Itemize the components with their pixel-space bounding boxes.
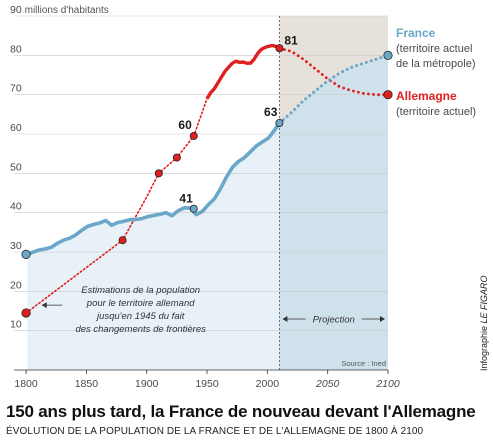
allemagne-marker <box>189 131 198 140</box>
legend-france-subtitle: de la métropole) <box>396 58 476 70</box>
y-tick-label: 20 <box>10 279 22 291</box>
france-marker <box>275 118 284 127</box>
france-marker <box>21 249 31 259</box>
allemagne-marker <box>275 44 284 53</box>
france-marker <box>383 50 393 60</box>
y-tick-label: 40 <box>10 201 22 213</box>
value-label: 41 <box>179 192 193 206</box>
x-tick-label: 1900 <box>135 378 159 390</box>
value-label: 63 <box>264 105 278 119</box>
france-line <box>26 121 281 257</box>
allemagne-marker <box>21 308 31 318</box>
france-projection-line <box>277 53 390 125</box>
x-tick-label: 1850 <box>75 378 99 390</box>
credit-name: LE FIGARO <box>479 275 489 323</box>
x-tick-label: 1800 <box>14 378 38 390</box>
allemagne-line <box>205 43 281 100</box>
legend-allemagne-title: Allemagne <box>396 89 457 103</box>
x-tick-label: 2100 <box>375 378 400 390</box>
allemagne-marker <box>172 153 181 162</box>
allemagne-projection-line <box>277 46 390 97</box>
chart-subtitle: ÉVOLUTION DE LA POPULATION DE LA FRANCE … <box>6 426 424 437</box>
estimation-note-line: des changements de frontières <box>75 324 206 335</box>
value-label: 60 <box>178 118 192 132</box>
estimation-note-line: jusqu'en 1945 du fait <box>95 311 185 322</box>
chart-title: 150 ans plus tard, la France de nouveau … <box>6 402 476 421</box>
allemagne-marker <box>118 236 127 245</box>
estimation-note-line: Estimations de la population <box>81 285 200 296</box>
estimation-arrowhead <box>41 302 47 309</box>
x-tick-label: 2050 <box>315 378 340 390</box>
y-tick-label: 10 <box>10 319 22 331</box>
value-label: 81 <box>284 33 298 47</box>
projection-label: Projection <box>313 315 355 326</box>
france-marker <box>189 204 198 213</box>
y-tick-label: 90 millions d'habitants <box>10 4 109 16</box>
legend-allemagne-subtitle: (territoire actuel) <box>396 106 476 118</box>
projection-arrowhead-right <box>380 316 385 322</box>
source-note: Source : Ined <box>341 359 386 368</box>
y-tick-label: 30 <box>10 240 22 252</box>
x-tick-label: 1950 <box>195 378 219 390</box>
y-unit-label: millions d'habitants <box>25 5 109 16</box>
credit-label: Infographie LE FIGARO <box>479 275 489 371</box>
x-tick-label: 2000 <box>256 378 280 390</box>
credit-prefix: Infographie <box>479 323 489 371</box>
estimation-note-line: pour le territoire allemand <box>86 298 195 309</box>
allemagne-marker <box>383 90 393 100</box>
allemagne-marker <box>154 169 163 178</box>
y-tick-label: 50 <box>10 161 22 173</box>
legend-france-subtitle: (territoire actuel <box>396 43 472 55</box>
y-tick-label: 60 <box>10 122 22 134</box>
population-chart: 1800 1850 1900 1950 2000 2050 2100 10 20 30 40 50 60… <box>10 4 489 390</box>
y-tick-label: 80 <box>10 43 22 55</box>
projection-arrowhead-left <box>282 316 288 322</box>
y-tick-label: 70 <box>10 83 22 95</box>
legend-france-title: France <box>396 26 436 40</box>
projection-label-bg <box>305 311 362 325</box>
